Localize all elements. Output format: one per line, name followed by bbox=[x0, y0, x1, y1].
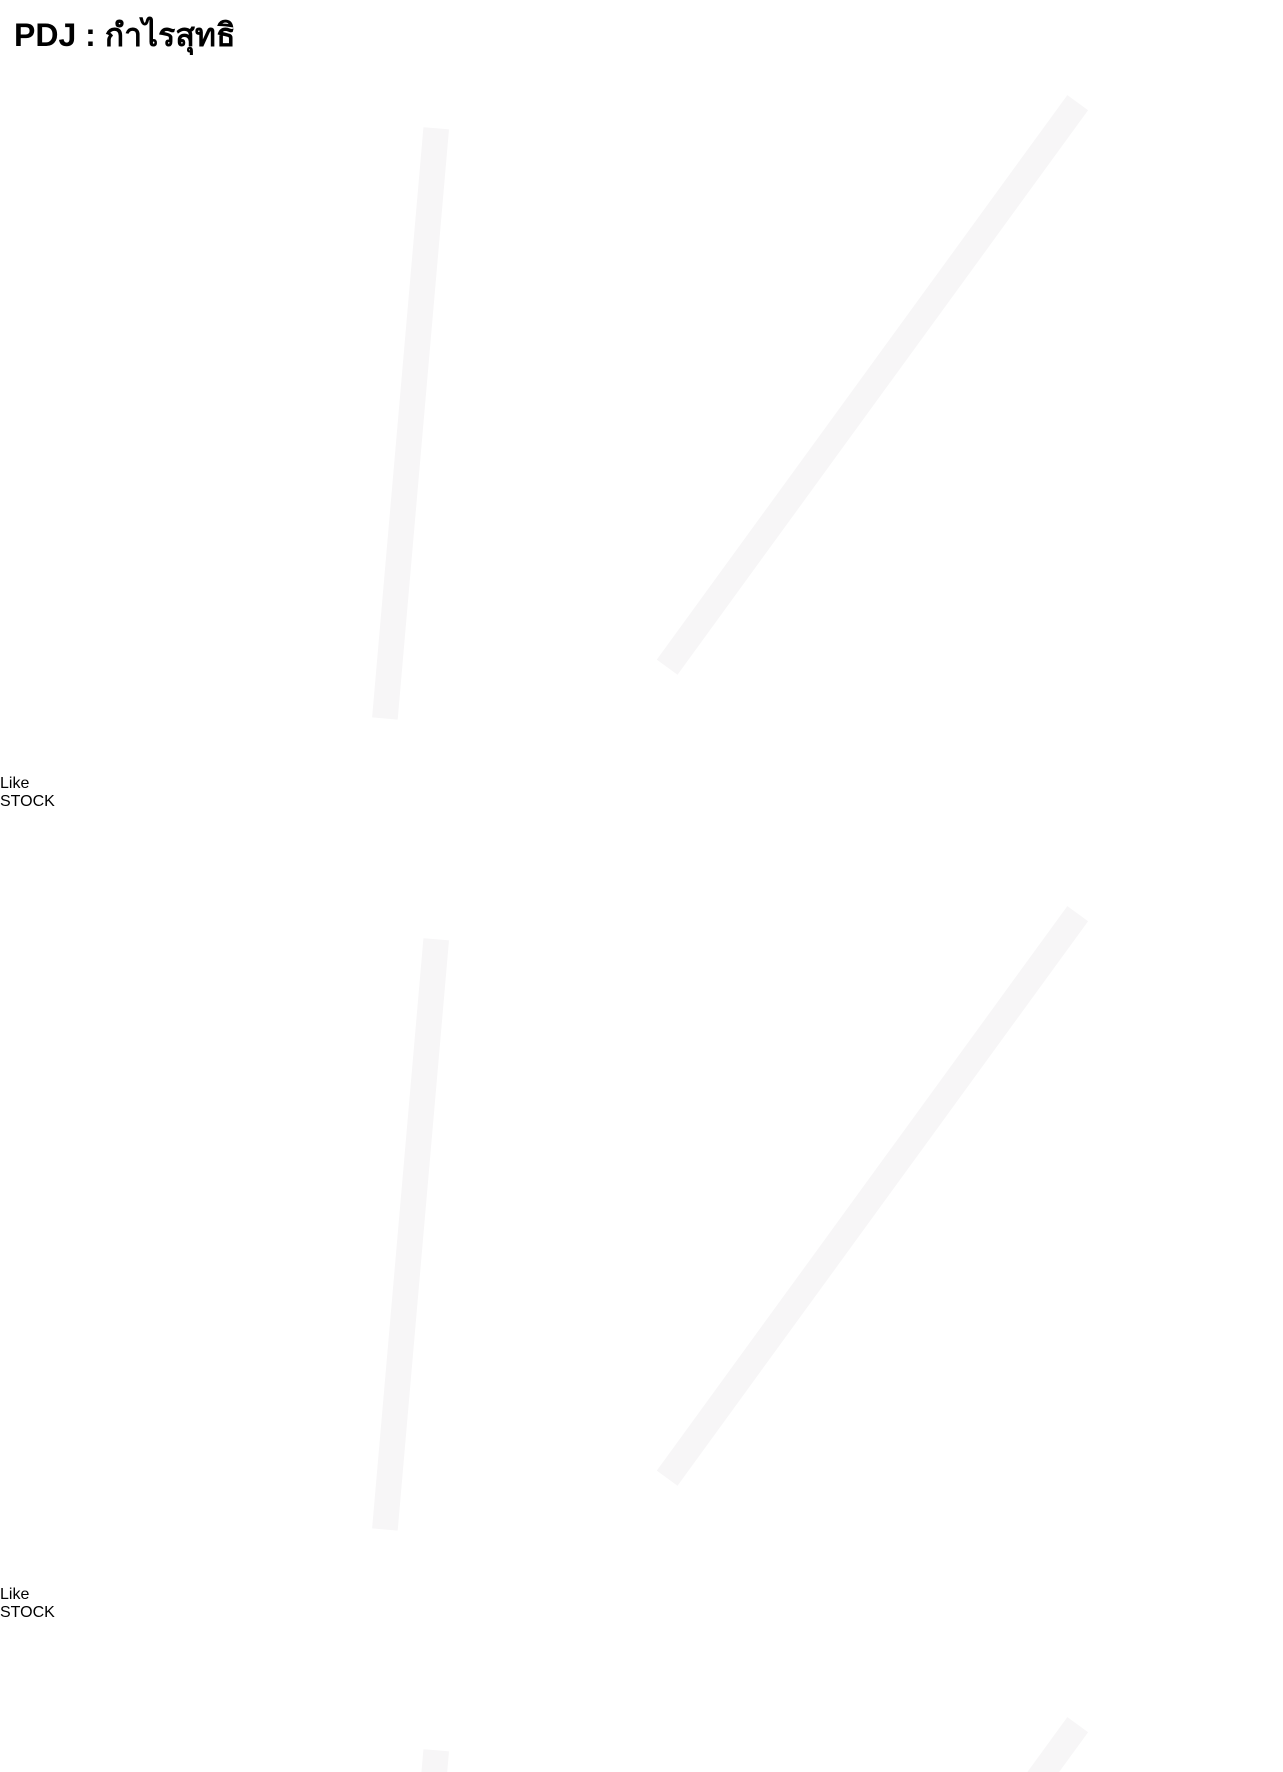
leaf-icon bbox=[188, 25, 1137, 720]
watermark-text: STOCK bbox=[0, 1603, 55, 1621]
leaf-icon bbox=[188, 836, 1137, 1531]
watermark-text: Like bbox=[0, 1585, 30, 1603]
watermark-text: STOCK bbox=[0, 792, 55, 810]
leaf-icon bbox=[273, 1647, 1137, 1772]
watermark-text: Like bbox=[0, 774, 30, 792]
page-title: PDJ : กำไรสุทธิ bbox=[14, 17, 236, 53]
